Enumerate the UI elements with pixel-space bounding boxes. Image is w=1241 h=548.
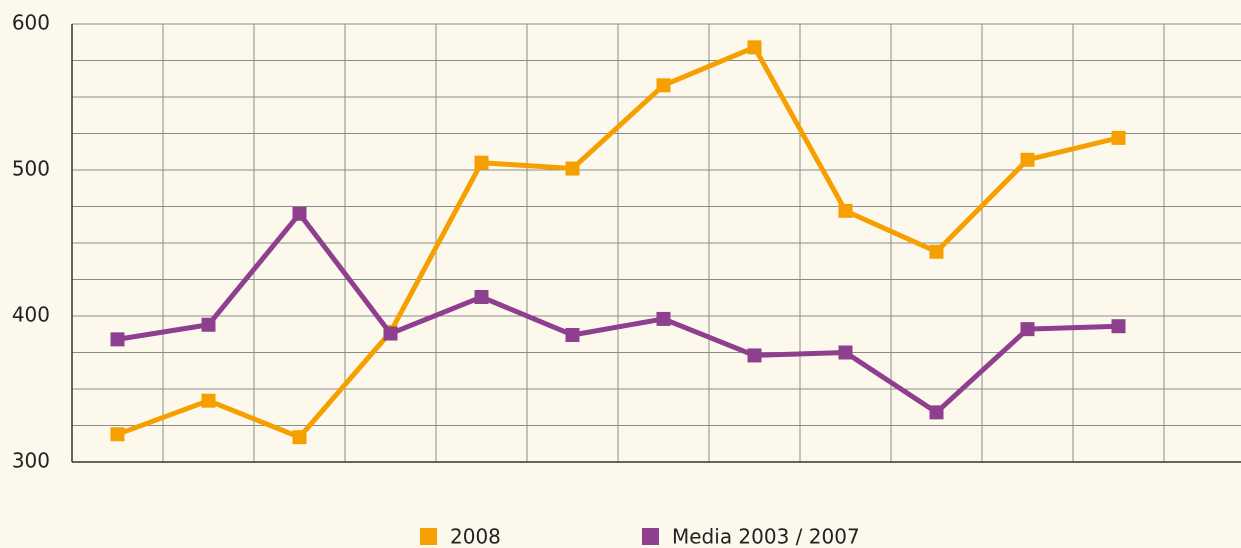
- y-tick-label: 400: [12, 303, 50, 327]
- point-marker: [929, 405, 944, 420]
- series-line: [116, 44, 1120, 440]
- point-marker: [474, 155, 489, 170]
- series-line: [117, 211, 1119, 415]
- point-marker: [292, 430, 307, 445]
- point-marker: [110, 332, 125, 347]
- y-tick-label: 300: [12, 449, 50, 473]
- point-marker: [201, 393, 216, 408]
- point-marker: [1111, 130, 1126, 145]
- point-marker: [656, 78, 671, 93]
- point-marker: [747, 348, 762, 363]
- legend-swatch: [642, 528, 659, 545]
- point-marker: [929, 244, 944, 259]
- legend-swatch: [420, 528, 437, 545]
- point-marker: [201, 317, 216, 332]
- point-marker: [565, 161, 580, 176]
- point-marker: [656, 311, 671, 326]
- point-marker: [110, 427, 125, 442]
- legend-label: 2008: [450, 525, 501, 548]
- point-marker: [838, 203, 853, 218]
- legend-label: Media 2003 / 2007: [672, 525, 860, 548]
- point-marker: [838, 345, 853, 360]
- point-marker: [565, 327, 580, 342]
- point-marker: [1020, 152, 1035, 167]
- point-marker: [747, 40, 762, 55]
- point-marker: [1111, 319, 1126, 334]
- point-marker: [474, 290, 489, 305]
- y-tick-label: 500: [12, 157, 50, 181]
- y-tick-label: 600: [12, 11, 50, 35]
- point-marker: [383, 326, 398, 341]
- point-marker: [1020, 322, 1035, 337]
- point-marker: [292, 206, 307, 221]
